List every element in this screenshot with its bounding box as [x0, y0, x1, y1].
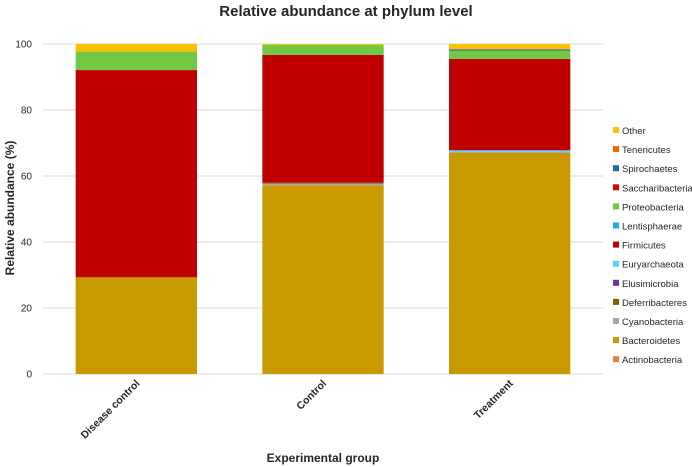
bar-segment: [262, 182, 384, 184]
bar-segment: [449, 44, 571, 50]
legend-swatch: [613, 146, 619, 153]
bar-segment: [449, 58, 571, 151]
legend-swatch: [613, 127, 619, 133]
legend-label: Lentisphaerae: [622, 222, 682, 233]
legend-label: Deferribacteres: [622, 298, 687, 309]
legend-label: Firmicutes: [622, 241, 666, 252]
legend-label: Actinobacteria: [622, 355, 683, 366]
bars: [75, 44, 571, 374]
y-axis-ticks: 0 20 40 60 80 100: [15, 40, 32, 381]
legend-swatch: [613, 222, 619, 229]
legend-label: Tenericutes: [622, 145, 671, 156]
legend-swatch: [613, 165, 619, 172]
bar-segment: [449, 150, 571, 152]
x-axis-title: Experimental group: [267, 451, 380, 465]
bar-segment: [449, 50, 571, 59]
legend-label: Spirochaetes: [622, 164, 678, 175]
legend-swatch: [613, 241, 619, 248]
legend-swatch: [613, 318, 619, 324]
bar-segment: [75, 70, 197, 278]
y-tick-label: 20: [21, 304, 33, 315]
bar-segment: [75, 44, 197, 52]
legend-label: Saccharibacteria: [622, 183, 692, 194]
y-tick-label: 80: [21, 106, 33, 117]
legend-label: Other: [622, 126, 646, 137]
legend-label: Cyanobacteria: [622, 317, 684, 328]
bar-segment: [449, 49, 571, 51]
y-tick-label: 40: [21, 238, 33, 249]
legend-swatch: [613, 337, 619, 344]
bar-segment: [262, 44, 384, 55]
x-category-label: Control: [294, 378, 329, 413]
bar-segment: [75, 51, 197, 71]
y-axis-title: Relative abundance (%): [3, 141, 17, 276]
legend-swatch: [613, 260, 619, 267]
legend-label: Proteobacteria: [622, 202, 685, 213]
bar-segment: [262, 54, 384, 183]
bar-segment: [262, 44, 384, 45]
chart-title: Relative abundance at phylum level: [219, 3, 472, 20]
x-axis-categories: Disease control Control Treatment: [79, 377, 516, 441]
bar-segment: [449, 151, 571, 153]
x-category-label: Treatment: [472, 377, 516, 421]
legend-swatch: [613, 184, 619, 191]
legend-swatch: [613, 298, 619, 305]
legend-label: Elusimicrobia: [622, 279, 679, 290]
legend-label: Euryarchaeota: [622, 260, 685, 271]
legend-swatch: [613, 203, 619, 210]
bar-segment: [75, 277, 197, 374]
y-tick-label: 60: [21, 172, 33, 183]
legend-label: Bacteroidetes: [622, 336, 680, 347]
legend: Other Tenericutes Spirochaetes Saccharibact…: [613, 126, 692, 366]
bar-segment: [262, 183, 384, 186]
x-category-label: Disease control: [79, 378, 143, 442]
y-tick-label: 100: [15, 40, 32, 51]
legend-swatch: [613, 356, 619, 363]
legend-swatch: [613, 279, 619, 286]
y-tick-label: 0: [26, 370, 32, 381]
bar-segment: [449, 152, 571, 374]
bar-segment: [262, 185, 384, 374]
